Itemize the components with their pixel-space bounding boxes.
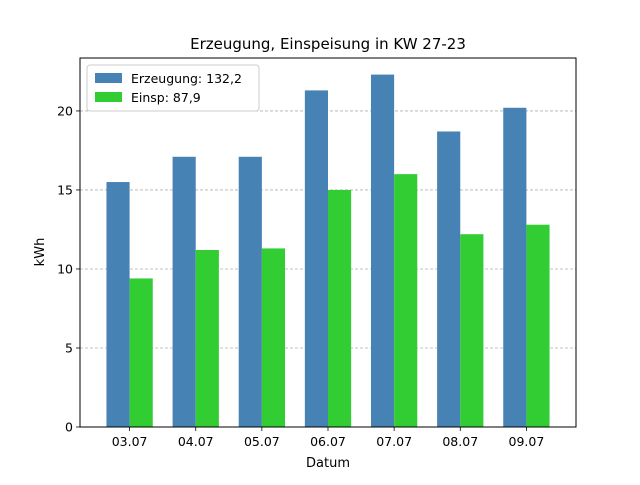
bar-einspeisung [261,248,286,427]
bar-einspeisung [460,234,484,427]
bar-einspeisung [129,278,153,427]
x-tick-label: 08.07 [442,434,478,449]
x-tick-label: 03.07 [112,434,148,449]
bar-erzeugung [437,131,461,427]
axis-ticks: 0 5 10 15 20 03.07 04.07 05.07 06.07 07.07 08.07 09… [57,103,544,449]
x-tick-label: 09.07 [509,434,545,449]
bar-einspeisung [195,250,219,427]
y-tick-label: 20 [57,103,73,118]
bar-erzeugung [106,182,130,427]
bar-erzeugung [238,156,262,427]
chart-title: Erzeugung, Einspeisung in KW 27-23 [190,35,466,53]
bar-einspeisung [526,224,550,427]
bar-erzeugung [503,107,527,427]
bar-erzeugung [172,156,196,427]
bar-erzeugung [370,74,395,428]
legend-swatch [95,73,122,83]
x-axis-label: Datum [306,456,350,471]
legend-label: Einsp: 87,9 [131,90,201,105]
x-tick-label: 07.07 [376,434,412,449]
y-tick-label: 10 [57,261,73,276]
legend-box [86,64,260,112]
legend-label: Erzeugung: 132,2 [131,71,242,86]
x-tick-label: 06.07 [310,434,346,449]
x-tick-label: 05.07 [244,434,280,449]
bars [106,74,550,428]
bar-einspeisung [328,189,352,427]
legend: Erzeugung: 132,2 Einsp: 87,9 [86,64,260,112]
bar-einspeisung [394,174,418,427]
y-tick-label: 0 [65,420,73,435]
bar-erzeugung [304,90,328,427]
y-tick-label: 5 [65,340,73,355]
y-tick-label: 15 [57,182,73,197]
legend-swatch [95,92,122,102]
y-axis-label: kWh [33,238,48,267]
x-tick-label: 04.07 [178,434,214,449]
